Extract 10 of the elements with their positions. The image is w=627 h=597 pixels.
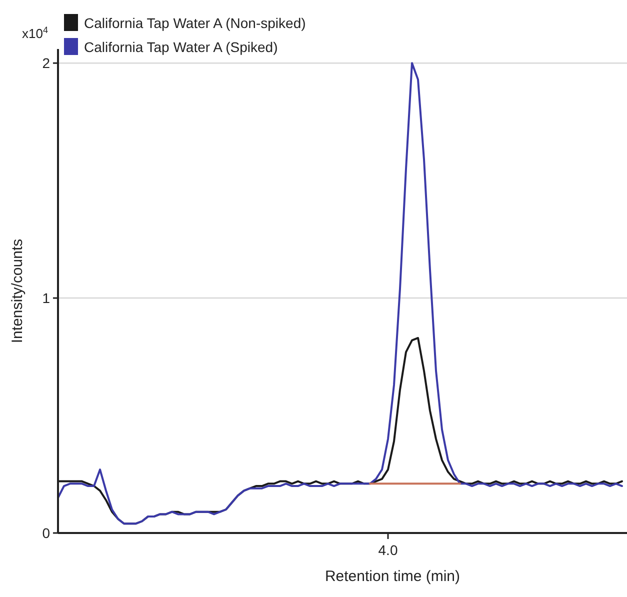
y-tick-label: 2 bbox=[42, 54, 50, 71]
x-axis-title: Retention time (min) bbox=[324, 568, 460, 585]
text: x10$^{4}$ bbox=[22, 25, 48, 41]
legend-label: California Tap Water A (Non-spiked) bbox=[84, 14, 306, 31]
y-tick-label: 1 bbox=[42, 290, 50, 306]
legend-label: California Tap Water A (Spiked) bbox=[84, 38, 278, 55]
y-tick-label: 0 bbox=[42, 524, 50, 541]
y-axis-title: Intensity/counts bbox=[9, 238, 26, 344]
line-series bbox=[57, 62, 623, 525]
x-tick-label: 4.0 bbox=[378, 542, 398, 558]
